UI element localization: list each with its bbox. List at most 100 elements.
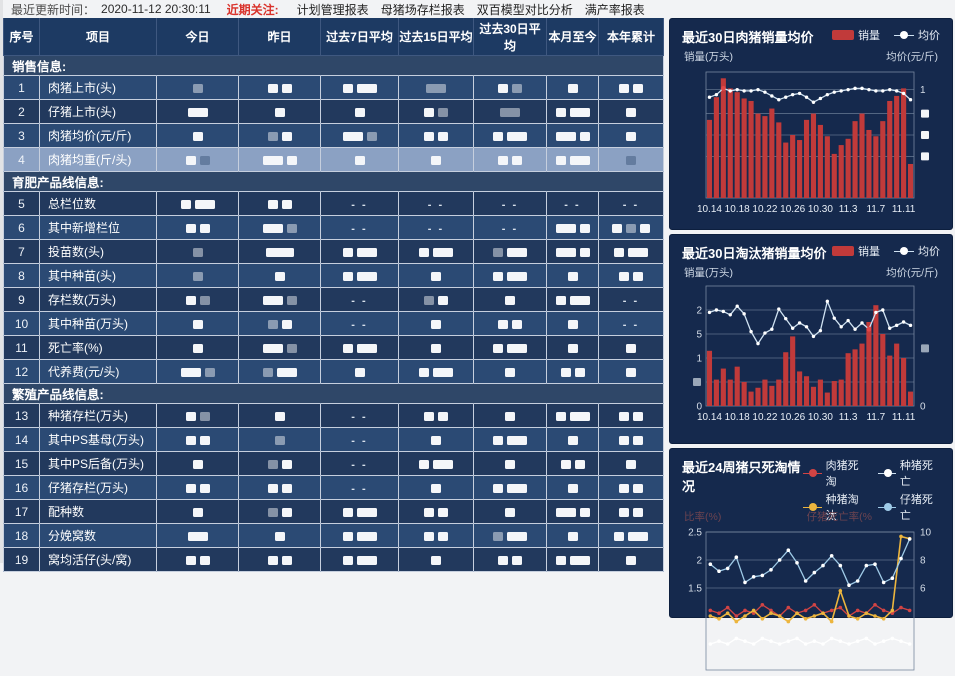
- value-cell: [598, 547, 664, 572]
- chart-legend[interactable]: 肉猪死淘 种猪死亡 种猪淘汰 仔猪死亡: [803, 457, 940, 523]
- redacted-value-block: [199, 223, 210, 233]
- y-right-axis-label: 均价(元/斤): [886, 267, 938, 279]
- topbar-link[interactable]: 满产率报表: [584, 2, 645, 17]
- legend-item-销量[interactable]: 销量: [832, 243, 880, 259]
- redacted-value-block: [619, 411, 629, 421]
- table-row[interactable]: 2 仔猪上市(头): [3, 99, 664, 124]
- column-header: 昨日: [238, 18, 321, 56]
- redacted-value-block: [569, 295, 590, 305]
- table-row[interactable]: 8 其中种苗(头): [3, 263, 664, 288]
- redacted-value-block: [342, 247, 353, 257]
- redacted-value-block: [619, 271, 629, 281]
- row-number: 9: [3, 287, 40, 312]
- value-cell: [398, 311, 474, 336]
- redacted-value-block: [356, 247, 377, 257]
- table-row[interactable]: 7 投苗数(头): [3, 239, 664, 264]
- value-cell: - -: [473, 215, 547, 240]
- topbar-link[interactable]: 母猪场存栏报表: [380, 2, 465, 17]
- legend-item-种猪死亡[interactable]: 种猪死亡: [877, 457, 940, 489]
- value-cell: [473, 123, 547, 148]
- axis-tick-label: 5: [696, 330, 702, 341]
- value-cell: [320, 499, 399, 524]
- value-cell: [546, 311, 599, 336]
- line-dot-icon: [803, 502, 822, 512]
- value-cell: [473, 547, 547, 572]
- legend-label: 仔猪死亡: [899, 494, 933, 522]
- topbar-link[interactable]: 计划管理报表: [296, 2, 369, 17]
- column-header: 过去15日平均: [398, 18, 474, 56]
- table-row[interactable]: 13 种猪存栏(万头) - -: [3, 403, 664, 428]
- table-row[interactable]: 9 存栏数(万头) - - - -: [3, 287, 664, 312]
- redacted-value-block: [574, 367, 585, 377]
- value-cell: [238, 191, 321, 216]
- table-row[interactable]: 17 配种数: [3, 499, 664, 524]
- value-cell: [238, 547, 321, 572]
- value-cell: - -: [320, 191, 399, 216]
- redacted-value-block: [262, 155, 283, 165]
- value-cell: [473, 335, 547, 360]
- row-number: 11: [3, 335, 40, 360]
- bars-series: [706, 305, 914, 406]
- chart-legend[interactable]: 销量 均价: [832, 243, 940, 259]
- value-cell: [473, 359, 547, 384]
- redacted-value-block: [262, 295, 283, 305]
- chart-legend[interactable]: 销量 均价: [832, 27, 940, 43]
- redacted-value-block: [579, 247, 590, 257]
- table-row[interactable]: 3 肉猪均价(元/斤): [3, 123, 664, 148]
- legend-item-均价[interactable]: 均价: [894, 243, 940, 259]
- update-time-value: 2020-11-12 20:30:11: [101, 2, 211, 16]
- table-row[interactable]: 6 其中新增栏位 - - - - - -: [3, 215, 664, 240]
- legend-item-肉猪死淘[interactable]: 肉猪死淘: [803, 457, 865, 489]
- value-cell: [156, 123, 239, 148]
- redacted-value-block: [431, 555, 441, 565]
- redacted-value-block: [619, 507, 629, 517]
- table-row[interactable]: 4 肉猪均重(斤/头): [3, 147, 664, 172]
- redacted-value-block: [192, 271, 203, 281]
- row-number: 12: [3, 359, 40, 384]
- table-row[interactable]: 1 肉猪上市(头): [3, 75, 664, 100]
- value-cell: [598, 147, 664, 172]
- table-row[interactable]: 16 仔猪存栏(万头) - -: [3, 475, 664, 500]
- row-number: 19: [3, 547, 40, 572]
- redacted-value-block: [281, 199, 292, 209]
- legend-item-销量[interactable]: 销量: [832, 27, 880, 43]
- value-cell: [156, 311, 239, 336]
- empty-value-dashes: - -: [427, 198, 445, 211]
- redacted-value-block: [431, 319, 441, 329]
- redacted-value-block: [286, 343, 297, 353]
- redacted-value-block: [194, 199, 215, 209]
- row-number: 13: [3, 403, 40, 428]
- value-cell: - -: [598, 287, 664, 312]
- line-dot-icon: [894, 246, 914, 256]
- legend-item-仔猪死亡[interactable]: 仔猪死亡: [877, 491, 940, 523]
- redacted-value-block: [185, 435, 196, 445]
- value-cell: [238, 311, 321, 336]
- redacted-value-block: [555, 411, 566, 421]
- line-dot-icon: [803, 468, 822, 478]
- table-row[interactable]: 10 其中种苗(万头) - - - -: [3, 311, 664, 336]
- table-row[interactable]: 14 其中PS基母(万头) - -: [3, 427, 664, 452]
- table-row[interactable]: 11 死亡率(%): [3, 335, 664, 360]
- redacted-value-block: [185, 411, 196, 421]
- table-row[interactable]: 18 分娩窝数: [3, 523, 664, 548]
- x-axis-label: 11.7: [866, 204, 885, 215]
- value-cell: [398, 451, 474, 476]
- legend-item-均价[interactable]: 均价: [894, 27, 940, 43]
- value-cell: [156, 475, 239, 500]
- redacted-value-block: [342, 131, 363, 141]
- bar-swatch-icon: [832, 30, 854, 40]
- legend-item-种猪淘汰[interactable]: 种猪淘汰: [803, 491, 865, 523]
- redacted-value-block: [512, 555, 522, 565]
- value-cell: [398, 99, 474, 124]
- x-axis-label: 10.14: [697, 204, 722, 215]
- value-cell: [546, 123, 599, 148]
- y-left-axis-label: 比率(%): [684, 511, 722, 523]
- redacted-value-block: [274, 435, 285, 445]
- table-row[interactable]: 15 其中PS后备(万头) - -: [3, 451, 664, 476]
- redacted-value-block: [555, 507, 576, 517]
- topbar-link[interactable]: 双百模型对比分析: [476, 2, 573, 17]
- table-row[interactable]: 5 总栏位数 - - - - - - - - - -: [3, 191, 664, 216]
- table-row[interactable]: 19 窝均活仔(头/窝): [3, 547, 664, 572]
- table-row[interactable]: 12 代养费(元/头): [3, 359, 664, 384]
- chart-canvas-hog-sales: 1 10.14 10.18 10.22 10.26 10.30 11.3 11.7 11.11: [697, 71, 929, 215]
